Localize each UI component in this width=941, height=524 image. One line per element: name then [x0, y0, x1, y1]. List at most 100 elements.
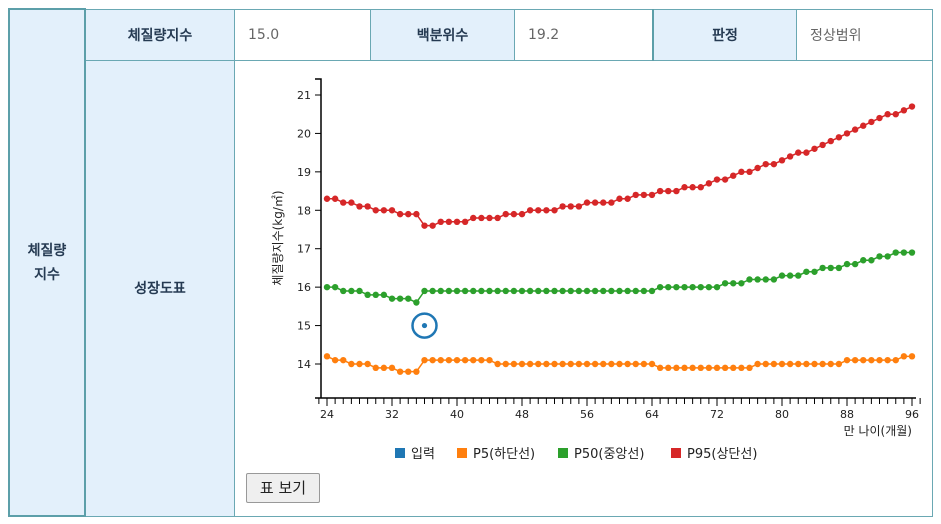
point-p95 [502, 210, 509, 217]
point-p95 [559, 202, 566, 210]
point-p5 [713, 364, 721, 371]
point-p95 [884, 110, 891, 117]
point-p95 [380, 206, 388, 213]
point-p50 [396, 294, 404, 302]
point-p50 [835, 264, 843, 271]
point-p50 [868, 256, 875, 263]
legend-label: P5(하단선) [473, 447, 535, 462]
x-tick-label: 96 [905, 408, 919, 421]
point-p95 [648, 191, 656, 198]
point-p50 [559, 287, 566, 294]
legend-label: P50(중앙선) [574, 447, 644, 462]
x-tick-label: 72 [710, 408, 724, 421]
point-p95 [705, 179, 713, 187]
point-p50 [770, 275, 778, 283]
point-p95 [876, 114, 883, 121]
point-p5 [608, 360, 615, 367]
point-p95 [624, 195, 631, 202]
point-p5 [616, 360, 623, 367]
point-p95 [730, 171, 737, 179]
point-p50 [331, 283, 339, 290]
point-p95 [494, 214, 501, 221]
point-p50 [632, 287, 639, 294]
point-p50 [453, 287, 461, 294]
judgement-label: 판정 [652, 8, 797, 61]
point-p50 [583, 287, 591, 294]
y-axis-label: 체질량지수(kg/㎡) [271, 190, 285, 285]
point-p95 [591, 198, 599, 206]
point-p95 [323, 195, 331, 202]
point-p5 [827, 360, 834, 367]
point-p95 [567, 202, 574, 210]
point-p5 [811, 360, 818, 367]
y-tick-label: 18 [297, 204, 311, 217]
view-table-button[interactable]: 표 보기 [246, 472, 320, 503]
point-p5 [372, 364, 379, 371]
point-p5 [754, 360, 761, 367]
x-tick-label: 32 [385, 408, 399, 421]
point-p5 [746, 364, 753, 371]
point-p50 [445, 287, 453, 294]
y-tick-label: 15 [297, 319, 311, 332]
point-p95 [811, 145, 818, 152]
point-p50 [876, 252, 883, 260]
point-p50 [600, 287, 607, 294]
point-p5 [526, 360, 534, 367]
point-p95 [892, 110, 899, 117]
point-p5 [380, 364, 388, 371]
x-tick-label: 56 [580, 408, 594, 421]
x-tick-label: 48 [515, 408, 529, 421]
point-p50 [437, 287, 444, 294]
point-p5 [429, 356, 436, 363]
series-line-p95 [327, 105, 913, 226]
point-p95 [356, 202, 363, 210]
point-p95 [770, 160, 778, 167]
point-p95 [843, 129, 851, 137]
point-p5 [551, 360, 558, 367]
point-p5 [445, 356, 453, 363]
point-p95 [453, 218, 461, 225]
point-p50 [762, 275, 769, 283]
point-p5 [795, 360, 802, 367]
point-p95 [835, 133, 843, 140]
point-p5 [908, 352, 916, 360]
point-p95 [372, 206, 379, 213]
point-p5 [575, 360, 583, 367]
x-tick-label: 24 [320, 408, 334, 421]
point-p5 [705, 364, 713, 371]
point-p5 [535, 360, 542, 367]
point-p95 [754, 164, 761, 171]
point-p95 [461, 218, 469, 225]
point-p50 [851, 260, 859, 267]
point-p95 [583, 198, 591, 206]
point-p50 [502, 287, 509, 294]
x-tick-label: 40 [450, 408, 464, 421]
point-p95 [827, 137, 834, 144]
input-marker-ring [411, 311, 438, 339]
x-axis-label: 만 나이(개월) [844, 424, 912, 438]
point-p50 [665, 283, 672, 290]
point-p5 [478, 356, 485, 363]
point-p5 [624, 360, 631, 367]
point-p95 [786, 152, 794, 160]
point-p50 [405, 294, 412, 302]
point-p50 [624, 287, 631, 294]
point-p95 [868, 118, 875, 125]
point-p95 [437, 218, 444, 225]
point-p50 [340, 287, 347, 294]
point-p50 [551, 287, 558, 294]
point-p5 [461, 356, 469, 363]
point-p95 [632, 191, 639, 198]
point-p50 [673, 283, 680, 290]
point-p95 [535, 206, 542, 213]
point-p95 [405, 210, 412, 217]
point-p5 [730, 364, 737, 371]
point-p5 [437, 356, 444, 363]
point-p50 [486, 287, 493, 294]
point-p50 [681, 283, 688, 290]
legend-label: P95(상단선) [687, 447, 757, 462]
point-p50 [608, 287, 615, 294]
chart-cell: 체질량지수(kg/㎡) 만 나이(개월) 입력 P5(하단선) P50(중앙선) P9… [234, 59, 933, 517]
point-p50 [843, 260, 851, 267]
point-p5 [348, 360, 355, 367]
